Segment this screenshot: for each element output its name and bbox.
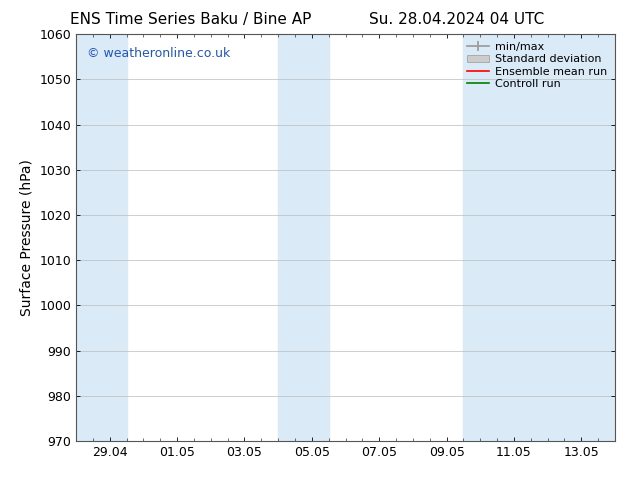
Legend: min/max, Standard deviation, Ensemble mean run, Controll run: min/max, Standard deviation, Ensemble me… xyxy=(464,39,611,92)
Text: ENS Time Series Baku / Bine AP: ENS Time Series Baku / Bine AP xyxy=(70,12,311,27)
Bar xyxy=(76,34,127,441)
Text: © weatheronline.co.uk: © weatheronline.co.uk xyxy=(87,47,230,59)
Y-axis label: Surface Pressure (hPa): Surface Pressure (hPa) xyxy=(20,159,34,316)
Bar xyxy=(278,34,328,441)
Text: Su. 28.04.2024 04 UTC: Su. 28.04.2024 04 UTC xyxy=(369,12,544,27)
Bar xyxy=(463,34,615,441)
